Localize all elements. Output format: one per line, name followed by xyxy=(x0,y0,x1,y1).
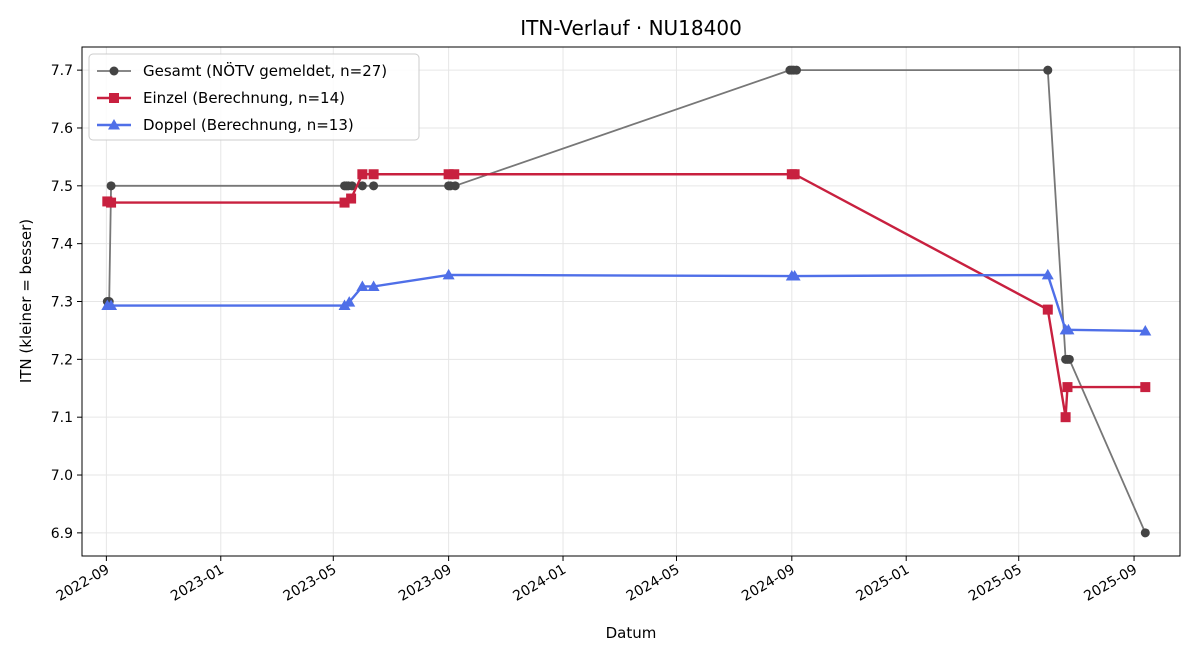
x-tick-label: 2023-09 xyxy=(396,562,455,605)
legend: Gesamt (NÖTV gemeldet, n=27) Einzel (Bere… xyxy=(88,53,420,141)
x-tick-label: 2023-05 xyxy=(281,562,340,605)
data-point xyxy=(368,169,379,180)
data-point xyxy=(450,181,460,191)
legend-item: Einzel (Berechnung, n=14) xyxy=(97,89,345,107)
series-layer xyxy=(101,65,1152,538)
data-point xyxy=(791,65,801,75)
x-tick-label: 2025-01 xyxy=(854,562,913,605)
data-point xyxy=(443,169,454,180)
series-line xyxy=(106,173,1146,419)
data-point xyxy=(105,299,118,311)
series-square xyxy=(102,169,1151,423)
y-tick-label: 7.5 xyxy=(51,179,73,195)
data-point xyxy=(357,169,368,180)
data-point xyxy=(789,169,800,180)
data-point xyxy=(1043,65,1053,75)
legend-label: Doppel (Berechnung, n=13) xyxy=(143,116,354,134)
data-point xyxy=(356,280,369,291)
data-point xyxy=(1062,382,1073,393)
x-axis-label: Datum xyxy=(606,624,657,642)
legend-swatch-marker xyxy=(109,66,119,76)
data-point xyxy=(106,181,116,191)
data-point xyxy=(343,296,356,307)
data-point xyxy=(339,197,350,208)
data-point xyxy=(1041,268,1054,280)
legend-box xyxy=(88,53,420,141)
ticks: 6.9 7.0 7.1 7.2 7.3 7.4 7.5 7.6 7.7 2022-09 2023-0… xyxy=(51,63,1140,605)
x-tick-label: 2025-05 xyxy=(966,562,1025,605)
data-point xyxy=(369,181,379,191)
data-point xyxy=(347,181,357,191)
data-point xyxy=(1060,412,1071,423)
data-point xyxy=(788,270,801,281)
chart-title: ITN-Verlauf · NU18400 xyxy=(520,16,742,40)
x-tick-label: 2024-05 xyxy=(624,562,683,605)
data-point xyxy=(442,268,455,280)
data-point xyxy=(1042,304,1053,315)
series-triangle xyxy=(101,268,1152,336)
y-tick-label: 7.3 xyxy=(51,295,73,311)
x-tick-label: 2024-01 xyxy=(510,562,569,605)
x-tick-label: 2025-09 xyxy=(1081,562,1140,605)
data-point xyxy=(357,181,367,191)
y-axis-label: ITN (kleiner = besser) xyxy=(17,219,35,383)
data-point xyxy=(449,169,460,180)
y-tick-label: 7.4 xyxy=(51,237,73,253)
data-point xyxy=(346,193,357,204)
legend-label: Einzel (Berechnung, n=14) xyxy=(143,89,345,107)
data-point xyxy=(367,280,380,291)
legend-label: Gesamt (NÖTV gemeldet, n=27) xyxy=(143,61,387,80)
data-point xyxy=(1140,382,1151,393)
data-point xyxy=(1064,354,1074,364)
legend-item: Doppel (Berechnung, n=13) xyxy=(97,116,354,134)
data-point xyxy=(1062,323,1075,335)
y-tick-label: 7.1 xyxy=(51,410,73,426)
x-tick-label: 2022-09 xyxy=(54,562,113,605)
data-point xyxy=(1140,528,1150,538)
legend-item: Gesamt (NÖTV gemeldet, n=27) xyxy=(97,61,387,80)
legend-swatch-marker xyxy=(108,119,120,130)
x-tick-label: 2023-01 xyxy=(168,562,227,605)
legend-swatch-marker xyxy=(109,93,119,103)
series-line xyxy=(107,273,1146,333)
data-point xyxy=(1139,324,1152,336)
data-point xyxy=(106,197,117,208)
y-tick-label: 6.9 xyxy=(51,526,73,542)
y-tick-label: 7.2 xyxy=(51,352,73,368)
y-tick-label: 7.6 xyxy=(51,121,73,137)
x-tick-label: 2024-09 xyxy=(739,562,798,605)
y-tick-label: 7.7 xyxy=(51,63,73,79)
y-tick-label: 7.0 xyxy=(51,468,73,484)
